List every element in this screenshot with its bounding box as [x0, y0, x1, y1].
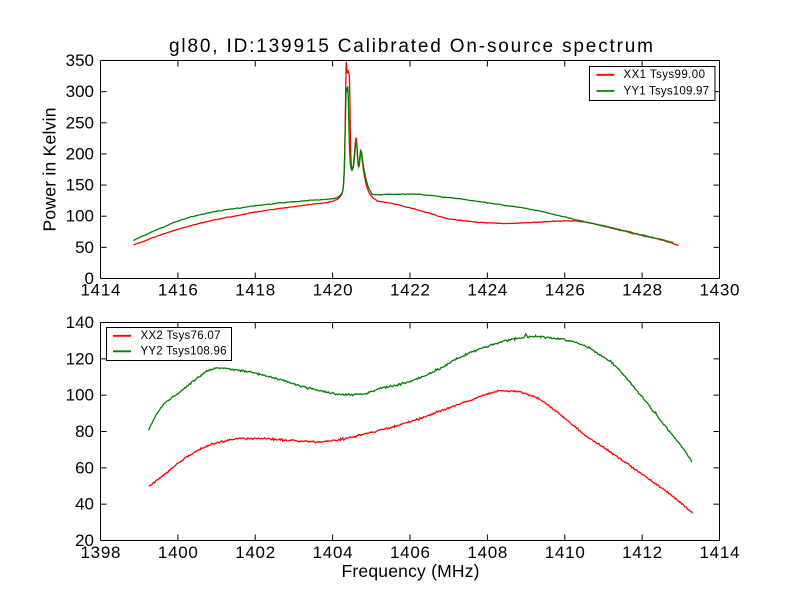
- svg-text:100: 100: [66, 207, 94, 226]
- svg-text:50: 50: [75, 238, 94, 257]
- svg-text:350: 350: [66, 51, 94, 70]
- svg-text:250: 250: [66, 113, 94, 132]
- svg-text:1414: 1414: [700, 543, 740, 562]
- svg-text:1412: 1412: [622, 543, 662, 562]
- svg-text:40: 40: [75, 495, 94, 514]
- svg-text:140: 140: [66, 313, 94, 332]
- svg-text:XX1 Tsys99.00: XX1 Tsys99.00: [624, 69, 706, 81]
- svg-text:1404: 1404: [313, 543, 353, 562]
- svg-text:1406: 1406: [390, 543, 430, 562]
- svg-text:1398: 1398: [81, 543, 121, 562]
- svg-text:200: 200: [66, 144, 94, 163]
- svg-text:1426: 1426: [545, 280, 585, 299]
- svg-text:YY2 Tsys108.96: YY2 Tsys108.96: [141, 346, 227, 358]
- svg-text:XX2 Tsys76.07: XX2 Tsys76.07: [141, 330, 221, 342]
- svg-text:150: 150: [66, 176, 94, 195]
- svg-text:1414: 1414: [81, 280, 121, 299]
- svg-text:60: 60: [75, 458, 94, 477]
- svg-text:Frequency (MHz): Frequency (MHz): [342, 561, 480, 581]
- svg-text:1416: 1416: [158, 280, 198, 299]
- svg-text:1420: 1420: [313, 280, 353, 299]
- svg-text:1428: 1428: [622, 280, 662, 299]
- svg-text:300: 300: [66, 82, 94, 101]
- svg-text:1410: 1410: [545, 543, 585, 562]
- svg-text:0: 0: [85, 269, 94, 288]
- svg-text:1408: 1408: [467, 543, 507, 562]
- svg-text:Power in Kelvin: Power in Kelvin: [40, 108, 60, 232]
- svg-text:1430: 1430: [700, 280, 740, 299]
- svg-text:80: 80: [75, 422, 94, 441]
- svg-text:gl80, ID:139915 Calibrated On-: gl80, ID:139915 Calibrated On-source spe…: [169, 36, 653, 57]
- svg-text:1402: 1402: [235, 543, 275, 562]
- svg-text:20: 20: [75, 531, 94, 550]
- svg-text:YY1 Tsys109.97: YY1 Tsys109.97: [624, 85, 710, 97]
- svg-text:120: 120: [66, 349, 94, 368]
- svg-text:1400: 1400: [158, 543, 198, 562]
- svg-text:1418: 1418: [235, 280, 275, 299]
- svg-text:1424: 1424: [467, 280, 507, 299]
- svg-text:100: 100: [66, 386, 94, 405]
- svg-text:1422: 1422: [390, 280, 430, 299]
